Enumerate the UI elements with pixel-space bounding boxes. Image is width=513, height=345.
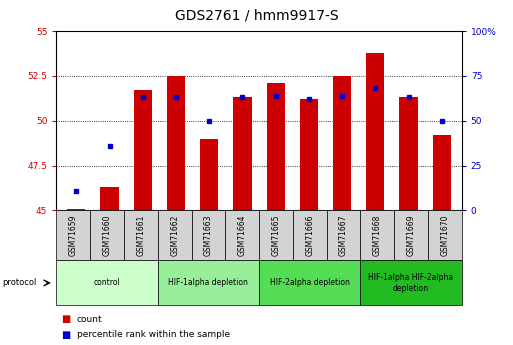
Text: GSM71667: GSM71667 xyxy=(339,215,348,256)
Bar xyxy=(432,135,451,210)
Bar xyxy=(267,83,285,210)
Bar xyxy=(167,76,185,210)
Text: GSM71669: GSM71669 xyxy=(406,215,416,256)
Text: GSM71663: GSM71663 xyxy=(204,215,213,256)
Bar xyxy=(200,139,219,210)
Text: GSM71665: GSM71665 xyxy=(271,215,281,256)
Text: GSM71662: GSM71662 xyxy=(170,215,179,256)
Bar xyxy=(333,76,351,210)
Text: GSM71660: GSM71660 xyxy=(103,215,112,256)
Bar xyxy=(67,209,86,210)
Text: GDS2761 / hmm9917-S: GDS2761 / hmm9917-S xyxy=(175,9,338,23)
Text: protocol: protocol xyxy=(3,278,37,287)
Text: GSM71661: GSM71661 xyxy=(136,215,145,256)
Text: HIF-2alpha depletion: HIF-2alpha depletion xyxy=(270,278,350,287)
Text: count: count xyxy=(77,315,103,324)
Text: control: control xyxy=(94,278,121,287)
Bar xyxy=(400,97,418,210)
Bar xyxy=(101,187,119,210)
Text: percentile rank within the sample: percentile rank within the sample xyxy=(77,330,230,339)
Bar xyxy=(366,52,384,210)
Text: GSM71670: GSM71670 xyxy=(440,215,449,256)
Bar xyxy=(233,97,251,210)
Text: ■: ■ xyxy=(62,330,71,339)
Text: GSM71659: GSM71659 xyxy=(69,215,78,256)
Bar xyxy=(300,99,318,210)
Text: GSM71664: GSM71664 xyxy=(238,215,247,256)
Text: ■: ■ xyxy=(62,314,71,324)
Text: GSM71668: GSM71668 xyxy=(373,215,382,256)
Text: GSM71666: GSM71666 xyxy=(305,215,314,256)
Text: HIF-1alpha HIF-2alpha
depletion: HIF-1alpha HIF-2alpha depletion xyxy=(368,273,453,293)
Bar xyxy=(134,90,152,210)
Text: HIF-1alpha depletion: HIF-1alpha depletion xyxy=(168,278,248,287)
